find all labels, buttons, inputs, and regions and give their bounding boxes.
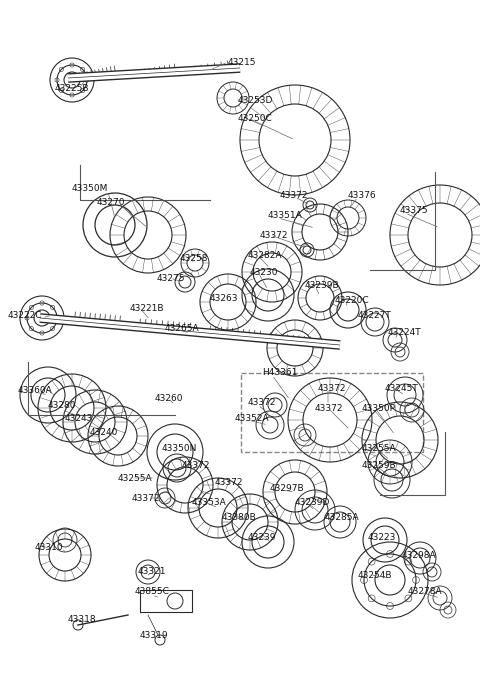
Text: 43372: 43372 xyxy=(318,384,347,393)
Text: 43239: 43239 xyxy=(248,534,276,543)
Text: 43223: 43223 xyxy=(368,534,396,543)
Text: 43380B: 43380B xyxy=(222,514,257,523)
Text: 43265A: 43265A xyxy=(165,323,200,332)
Text: 43258: 43258 xyxy=(180,254,208,263)
Text: 43215: 43215 xyxy=(228,58,256,67)
Text: 43243: 43243 xyxy=(65,414,94,423)
Text: 43319: 43319 xyxy=(140,630,168,639)
Text: 43253D: 43253D xyxy=(238,95,274,104)
Text: 43255A: 43255A xyxy=(118,473,153,482)
Text: 43282A: 43282A xyxy=(248,250,283,259)
Text: 43259B: 43259B xyxy=(362,461,396,470)
Text: 43285A: 43285A xyxy=(325,514,360,523)
Text: 43376: 43376 xyxy=(348,190,377,199)
Text: 43350N: 43350N xyxy=(162,443,197,452)
Text: 43360A: 43360A xyxy=(18,386,53,395)
Text: 43255A: 43255A xyxy=(362,443,396,452)
Text: 43350M: 43350M xyxy=(72,183,108,193)
Text: 43310: 43310 xyxy=(35,543,64,553)
Text: 43352A: 43352A xyxy=(235,414,270,423)
Text: 43250C: 43250C xyxy=(238,113,273,122)
Text: 43372: 43372 xyxy=(260,231,288,240)
Text: 43222C: 43222C xyxy=(8,311,43,320)
Text: 43263: 43263 xyxy=(210,293,239,302)
Text: 43375: 43375 xyxy=(400,206,429,215)
Text: 43351A: 43351A xyxy=(268,211,303,220)
Text: 43372: 43372 xyxy=(315,404,344,413)
Text: 43239D: 43239D xyxy=(295,498,330,507)
Text: H43361: H43361 xyxy=(262,368,298,377)
Text: 43275: 43275 xyxy=(157,274,185,282)
Bar xyxy=(140,590,192,612)
Text: 43372: 43372 xyxy=(132,493,160,502)
Text: 43245T: 43245T xyxy=(385,384,419,393)
Text: 43372: 43372 xyxy=(182,461,211,470)
Text: 43280: 43280 xyxy=(48,400,76,409)
Text: 43297B: 43297B xyxy=(270,484,305,493)
Text: 43298A: 43298A xyxy=(402,550,437,559)
Text: 43855C: 43855C xyxy=(135,587,170,596)
Text: 43225B: 43225B xyxy=(55,83,89,92)
Text: 43240: 43240 xyxy=(90,427,119,436)
Text: 43227T: 43227T xyxy=(358,311,392,320)
Text: 43278A: 43278A xyxy=(408,587,443,596)
Text: 43318: 43318 xyxy=(68,616,96,625)
Text: 43221B: 43221B xyxy=(130,304,165,313)
Text: 43230: 43230 xyxy=(250,268,278,277)
Text: 43224T: 43224T xyxy=(388,327,421,336)
Text: 43350P: 43350P xyxy=(362,404,396,413)
Text: 43270: 43270 xyxy=(97,197,125,206)
Text: 43372: 43372 xyxy=(248,398,276,407)
Text: 43254B: 43254B xyxy=(358,571,393,580)
Text: 43321: 43321 xyxy=(138,568,167,576)
Text: 43372: 43372 xyxy=(215,477,243,486)
Text: 43220C: 43220C xyxy=(335,295,370,304)
Text: 43353A: 43353A xyxy=(192,498,227,507)
Text: 43239B: 43239B xyxy=(305,281,340,290)
Text: 43372: 43372 xyxy=(280,190,309,199)
Text: 43260: 43260 xyxy=(155,393,183,402)
